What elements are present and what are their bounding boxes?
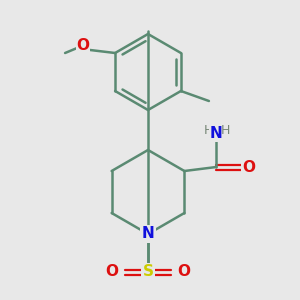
Text: O: O <box>106 265 118 280</box>
Text: O: O <box>178 265 190 280</box>
Text: S: S <box>142 265 154 280</box>
Text: O: O <box>242 160 255 175</box>
Text: H: H <box>221 124 230 136</box>
Text: N: N <box>142 226 154 242</box>
Text: N: N <box>210 125 223 140</box>
Text: O: O <box>76 38 90 53</box>
Text: H: H <box>204 124 213 136</box>
